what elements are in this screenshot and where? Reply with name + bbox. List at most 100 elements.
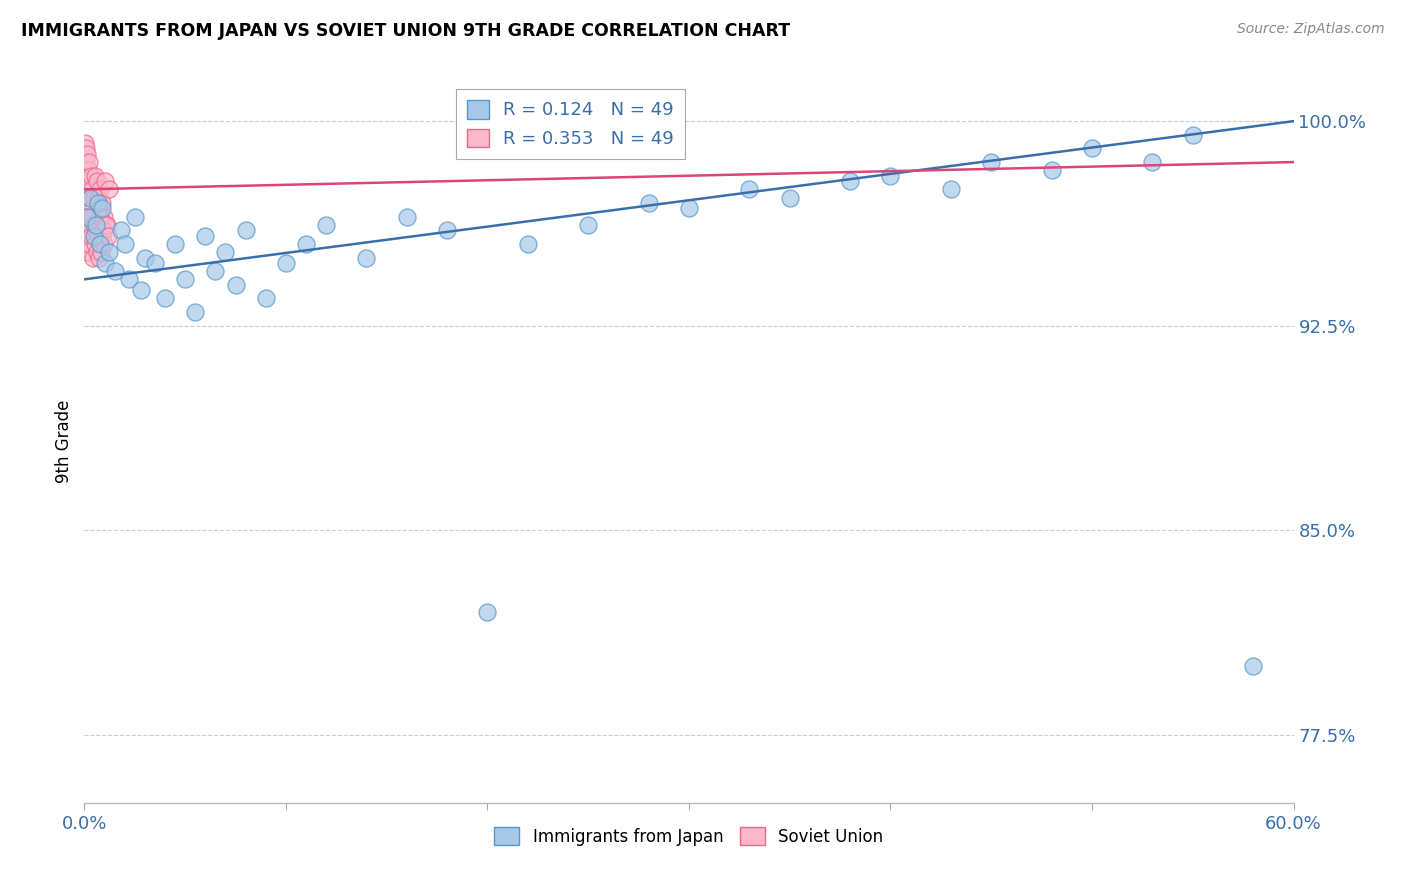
Point	[839, 174, 862, 188]
Point	[96, 218, 118, 232]
Point	[89, 210, 111, 224]
Point	[76, 210, 98, 224]
Point	[1181, 128, 1204, 142]
Point	[79, 155, 101, 169]
Point	[77, 236, 100, 251]
Point	[678, 202, 700, 216]
Text: IMMIGRANTS FROM JAPAN VS SOVIET UNION 9TH GRADE CORRELATION CHART: IMMIGRANTS FROM JAPAN VS SOVIET UNION 9T…	[21, 22, 790, 40]
Point	[79, 190, 101, 204]
Point	[356, 251, 378, 265]
Point	[76, 147, 98, 161]
Point	[939, 182, 962, 196]
Point	[1040, 163, 1063, 178]
Point	[86, 218, 108, 232]
Point	[295, 236, 318, 251]
Point	[80, 228, 103, 243]
Point	[134, 251, 156, 265]
Point	[93, 256, 115, 270]
Point	[118, 272, 141, 286]
Point	[97, 182, 120, 196]
Point	[143, 256, 166, 270]
Point	[879, 169, 901, 183]
Point	[97, 245, 120, 260]
Point	[395, 210, 418, 224]
Point	[75, 136, 97, 150]
Point	[110, 223, 132, 237]
Point	[194, 228, 217, 243]
Point	[1241, 659, 1264, 673]
Point	[79, 218, 101, 232]
Point	[82, 251, 104, 265]
Point	[124, 210, 146, 224]
Point	[576, 218, 599, 232]
Legend: Immigrants from Japan, Soviet Union: Immigrants from Japan, Soviet Union	[488, 821, 890, 852]
Point	[79, 190, 101, 204]
Point	[86, 210, 108, 224]
Point	[637, 196, 659, 211]
Point	[96, 228, 118, 243]
Point	[114, 236, 136, 251]
Point	[91, 223, 114, 237]
Point	[477, 605, 499, 619]
Point	[84, 223, 107, 237]
Point	[184, 305, 207, 319]
Point	[1081, 141, 1104, 155]
Point	[83, 228, 105, 243]
Point	[91, 202, 114, 216]
Text: Source: ZipAtlas.com: Source: ZipAtlas.com	[1237, 22, 1385, 37]
Point	[165, 236, 187, 251]
Point	[174, 272, 197, 286]
Point	[86, 174, 108, 188]
Point	[76, 210, 98, 224]
Point	[87, 228, 110, 243]
Point	[84, 169, 107, 183]
Point	[87, 251, 110, 265]
Point	[235, 223, 257, 237]
Point	[75, 236, 97, 251]
Point	[93, 174, 115, 188]
Point	[91, 196, 114, 211]
Point	[738, 182, 761, 196]
Point	[90, 218, 112, 232]
Point	[75, 141, 97, 155]
Point	[75, 228, 97, 243]
Point	[225, 277, 247, 292]
Point	[75, 155, 97, 169]
Point	[82, 202, 104, 216]
Point	[436, 223, 458, 237]
Point	[80, 210, 103, 224]
Point	[516, 236, 538, 251]
Point	[93, 210, 115, 224]
Point	[274, 256, 297, 270]
Point	[83, 190, 105, 204]
Point	[153, 292, 176, 306]
Point	[77, 174, 100, 188]
Point	[82, 182, 104, 196]
Point	[129, 283, 152, 297]
Point	[214, 245, 236, 260]
Point	[1142, 155, 1164, 169]
Point	[75, 223, 97, 237]
Point	[104, 264, 127, 278]
Point	[77, 163, 100, 178]
Point	[76, 245, 98, 260]
Point	[87, 196, 110, 211]
Point	[84, 236, 107, 251]
Point	[87, 190, 110, 204]
Point	[94, 218, 117, 232]
Point	[779, 190, 801, 204]
Point	[91, 228, 114, 243]
Point	[86, 245, 108, 260]
Point	[89, 182, 111, 196]
Point	[80, 169, 103, 183]
Point	[83, 218, 105, 232]
Point	[980, 155, 1002, 169]
Point	[315, 218, 337, 232]
Point	[77, 223, 100, 237]
Point	[76, 182, 98, 196]
Point	[204, 264, 226, 278]
Point	[89, 236, 111, 251]
Y-axis label: 9th Grade: 9th Grade	[55, 400, 73, 483]
Point	[89, 202, 111, 216]
Point	[254, 292, 277, 306]
